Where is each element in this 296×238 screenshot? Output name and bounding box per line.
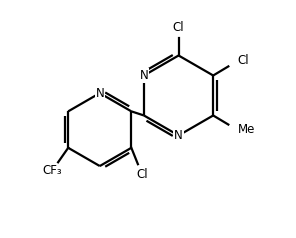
- Text: N: N: [174, 129, 183, 142]
- Text: N: N: [140, 69, 148, 82]
- Text: Me: Me: [237, 124, 255, 137]
- Text: Cl: Cl: [173, 21, 184, 34]
- Text: N: N: [95, 87, 104, 100]
- Text: CF₃: CF₃: [42, 164, 62, 178]
- Text: Cl: Cl: [237, 55, 249, 67]
- Text: Cl: Cl: [136, 168, 148, 180]
